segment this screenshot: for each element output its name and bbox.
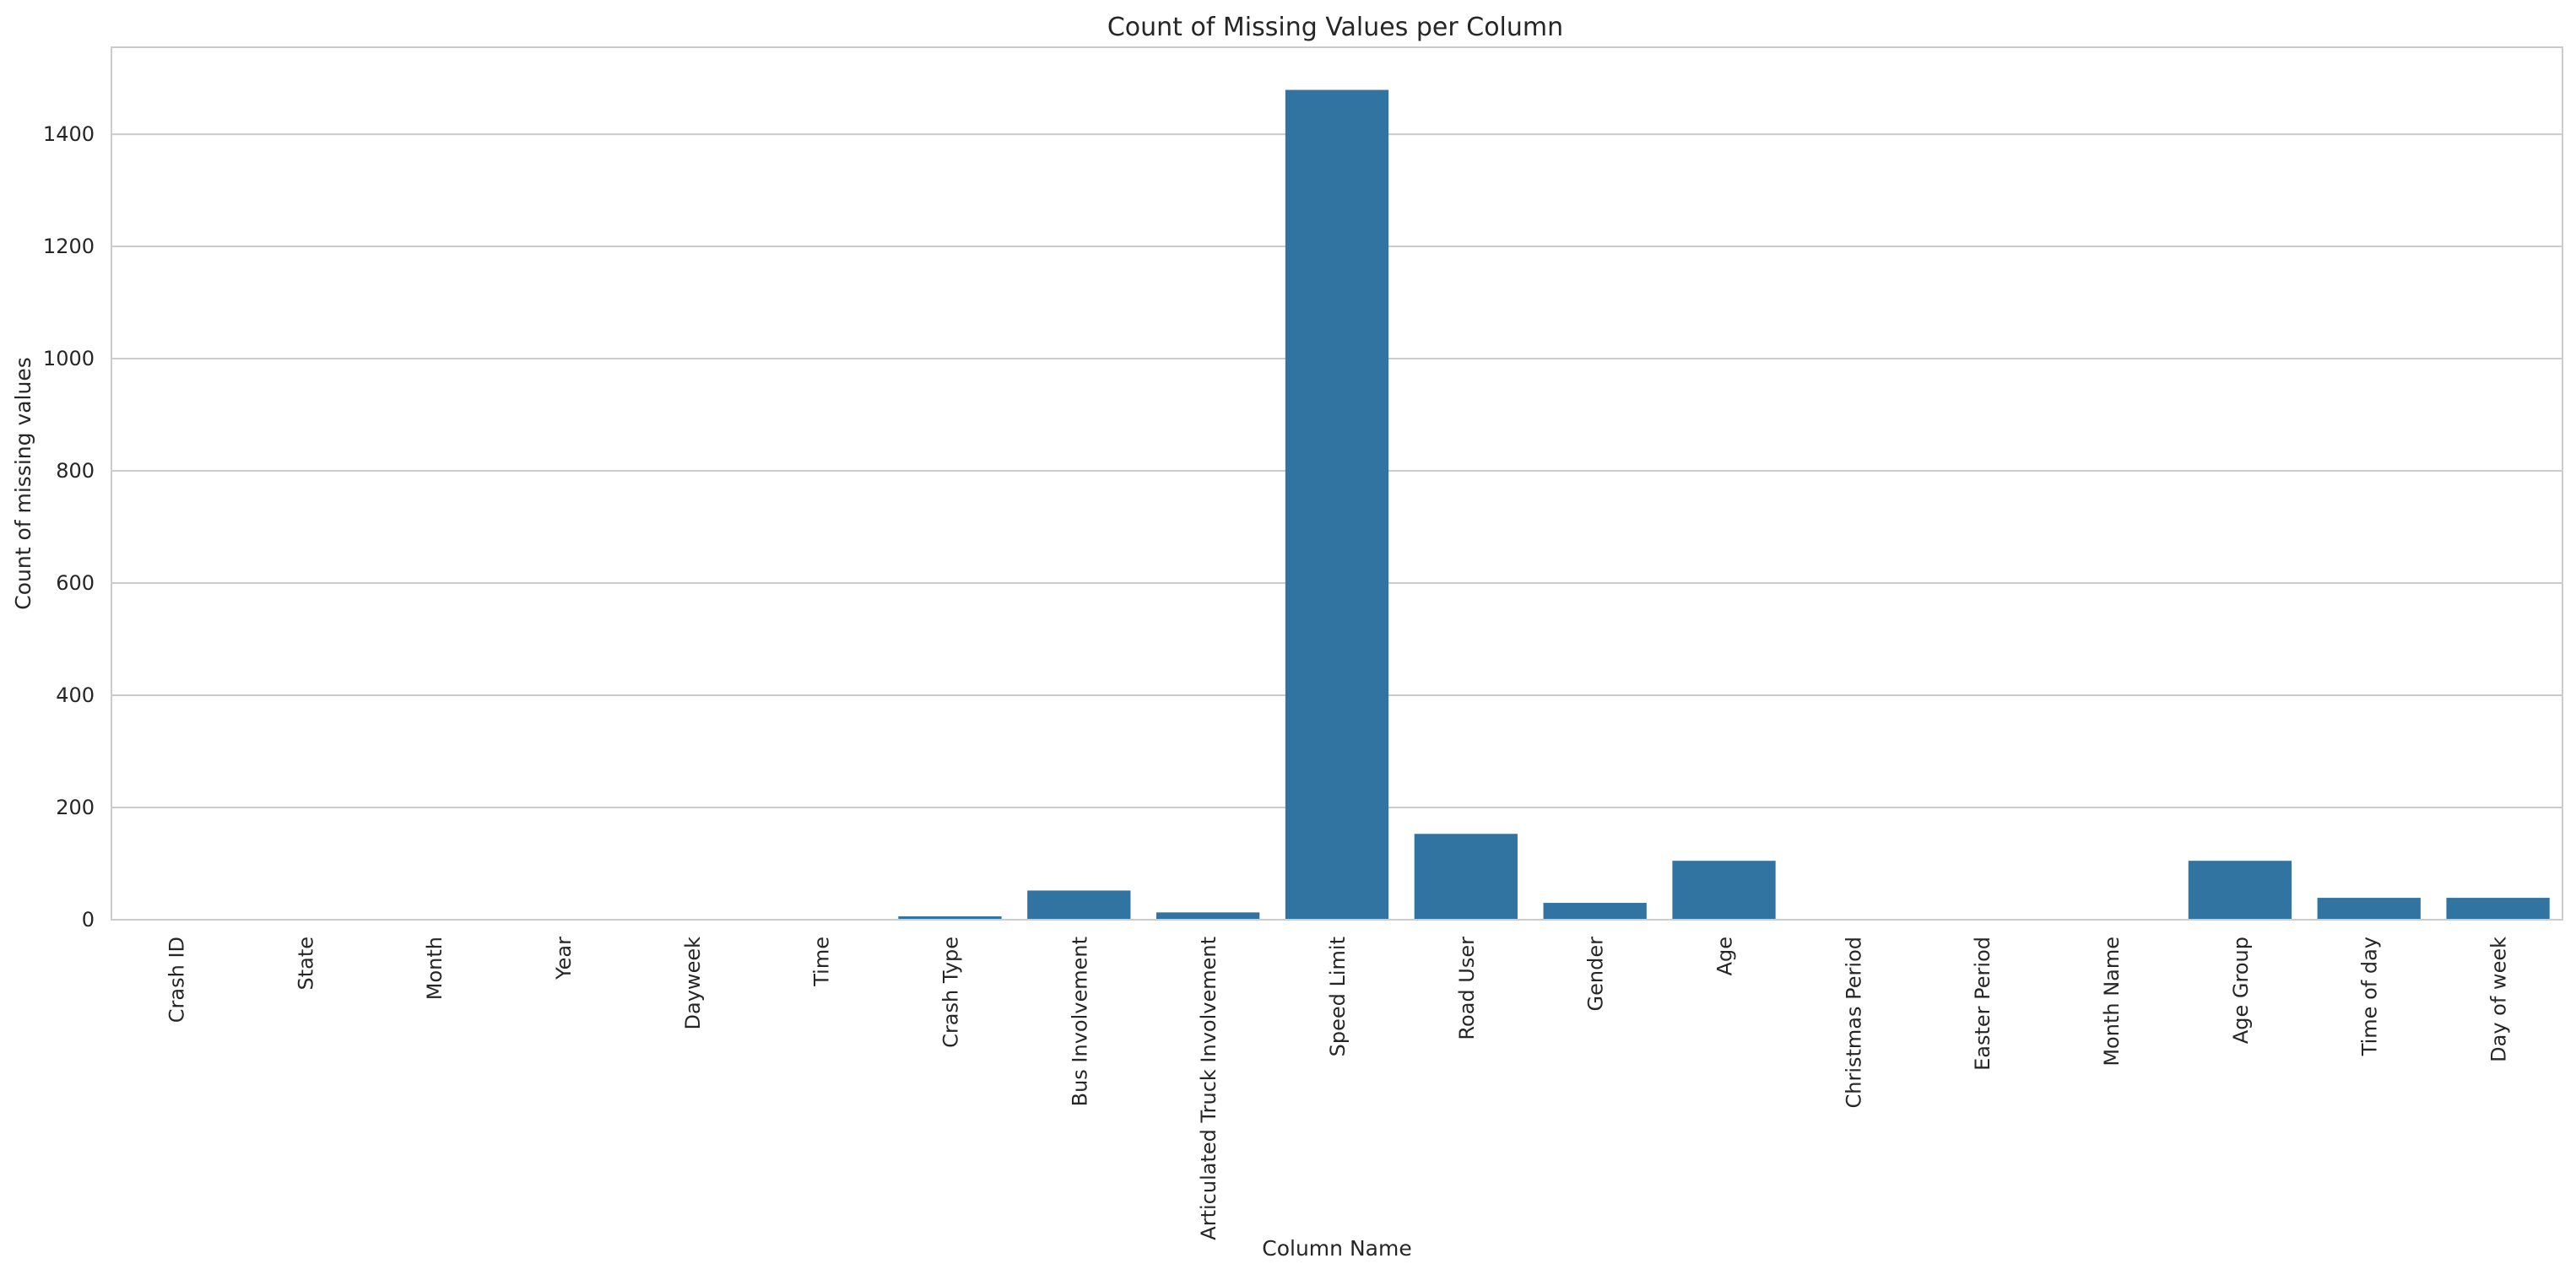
x-tick-label: Bus Involvement [1068,937,1091,1106]
y-tick-label: 1200 [43,235,95,258]
y-tick-labels: 0 200 400 600 800 1000 1200 1400 [43,122,95,932]
x-tick-label: Month Name [2100,937,2124,1067]
x-tick-label: Age Group [2229,937,2253,1044]
x-tick-label: Time [810,937,834,987]
bar [2446,898,2550,920]
bar [2188,861,2292,920]
y-tick-label: 0 [82,908,95,932]
x-tick-label: Time of day [2358,937,2382,1056]
chart-title: Count of Missing Values per Column [1107,13,1563,42]
bar [2317,898,2421,920]
x-tick-label: Gender [1584,937,1608,1012]
x-tick-label: Crash ID [165,937,188,1023]
x-tick-label: Age [1713,937,1737,975]
y-tick-label: 1400 [43,122,95,146]
plot-frame [111,46,2563,921]
x-tick-label: Crash Type [939,937,962,1048]
bar [1156,912,1260,920]
bar [898,916,1002,920]
x-tick-label: Dayweek [681,937,705,1030]
y-tick-label: 200 [56,796,95,819]
x-tick-label: Year [552,937,576,980]
y-tick-label: 800 [56,459,95,483]
x-tick-label: Road User [1455,937,1479,1040]
bar [1285,89,1389,921]
x-tick-label: Month [423,937,446,1000]
x-axis-label: Column Name [1262,1236,1411,1261]
bar [1414,834,1518,920]
y-tick-label: 400 [56,683,95,707]
y-tick-label: 1000 [43,347,95,370]
x-tick-labels: Crash ID State Month Year Dayweek Time Crash T… [165,937,2510,1240]
x-tick-label: Easter Period [1971,937,1994,1071]
x-tick-label: Articulated Truck Involvement [1197,937,1220,1240]
x-tick-label: Speed Limit [1326,937,1350,1056]
bar [1543,903,1647,920]
x-tick-label: Christmas Period [1842,937,1865,1108]
y-axis-label: Count of missing values [11,357,35,610]
x-tick-label: State [294,937,317,991]
x-tick-label: Day of week [2487,937,2511,1062]
y-tick-label: 600 [56,571,95,595]
bars [898,89,2550,921]
bar [1672,861,1776,920]
bar [1027,890,1131,920]
